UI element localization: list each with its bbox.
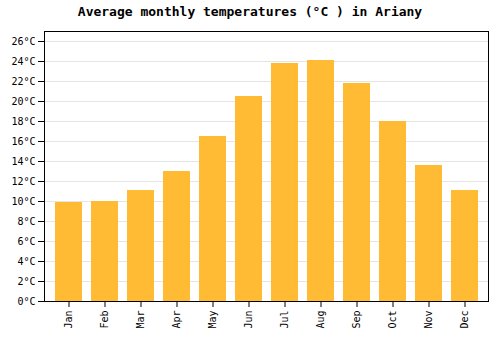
svg-text:May: May (207, 311, 218, 329)
svg-text:Jan: Jan (63, 311, 74, 329)
svg-text:Jul: Jul (279, 311, 290, 329)
svg-text:26°C: 26°C (11, 36, 35, 47)
svg-text:4°C: 4°C (17, 256, 35, 267)
svg-text:14°C: 14°C (11, 156, 35, 167)
svg-text:20°C: 20°C (11, 96, 35, 107)
svg-text:22°C: 22°C (11, 76, 35, 87)
svg-text:6°C: 6°C (17, 236, 35, 247)
svg-text:Oct: Oct (387, 311, 398, 329)
svg-text:Mar: Mar (135, 311, 146, 329)
svg-text:Feb: Feb (99, 311, 110, 329)
svg-text:24°C: 24°C (11, 56, 35, 67)
svg-text:2°C: 2°C (17, 276, 35, 287)
svg-text:0°C: 0°C (17, 296, 35, 307)
svg-text:10°C: 10°C (11, 196, 35, 207)
svg-text:Apr: Apr (171, 311, 182, 329)
svg-text:8°C: 8°C (17, 216, 35, 227)
svg-text:Nov: Nov (423, 311, 434, 329)
svg-text:16°C: 16°C (11, 136, 35, 147)
svg-text:Jun: Jun (243, 311, 254, 329)
html-text:Average monthly temperatures (: Average monthly temperatures (°C ) in Ar… (77, 4, 423, 19)
svg-text:Sep: Sep (351, 311, 362, 329)
svg-text:Dec: Dec (459, 311, 470, 329)
svg-text:12°C: 12°C (11, 176, 35, 187)
svg-text:Aug: Aug (315, 311, 326, 329)
svg-text:18°C: 18°C (11, 116, 35, 127)
